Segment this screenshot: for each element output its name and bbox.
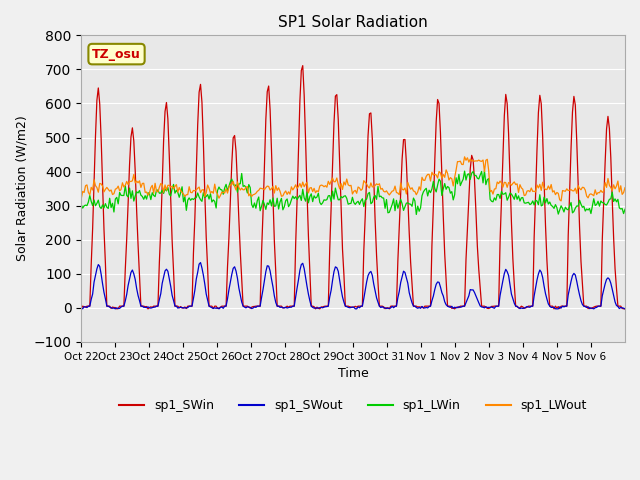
X-axis label: Time: Time <box>338 367 369 380</box>
sp1_SWin <box>77 306 85 312</box>
Line: sp1_SWout: sp1_SWout <box>81 263 625 309</box>
sp1_LWin <box>621 206 629 212</box>
sp1_SWout <box>548 305 556 311</box>
sp1_LWout <box>547 181 555 187</box>
Line: sp1_LWout: sp1_LWout <box>81 157 625 201</box>
sp1_SWin <box>115 306 122 312</box>
sp1_LWout <box>467 156 474 162</box>
sp1_LWout <box>77 196 85 202</box>
sp1_SWout <box>196 260 204 265</box>
sp1_LWout <box>96 180 104 186</box>
sp1_SWin <box>96 101 104 107</box>
sp1_LWin <box>77 202 85 208</box>
sp1_SWout <box>620 305 627 311</box>
sp1_LWin <box>412 212 420 217</box>
sp1_SWout <box>360 296 367 301</box>
sp1_SWout <box>621 306 629 312</box>
sp1_LWout <box>557 198 565 204</box>
Legend: sp1_SWin, sp1_SWout, sp1_LWin, sp1_LWout: sp1_SWin, sp1_SWout, sp1_LWin, sp1_LWout <box>115 394 592 417</box>
sp1_LWout <box>461 154 468 160</box>
sp1_LWin <box>113 194 120 200</box>
sp1_LWin <box>620 211 627 216</box>
sp1_LWout <box>113 186 120 192</box>
sp1_SWin <box>113 306 120 312</box>
sp1_SWout <box>115 306 122 312</box>
sp1_SWin <box>620 306 627 312</box>
sp1_LWout <box>621 185 629 191</box>
sp1_SWout <box>111 306 119 312</box>
sp1_SWin <box>360 248 367 254</box>
sp1_SWin <box>548 303 556 309</box>
Title: SP1 Solar Radiation: SP1 Solar Radiation <box>278 15 428 30</box>
sp1_LWin <box>548 204 556 209</box>
sp1_SWin <box>468 153 476 158</box>
sp1_LWin <box>357 198 365 204</box>
sp1_SWout <box>77 305 85 311</box>
Line: sp1_SWin: sp1_SWin <box>81 66 625 309</box>
Line: sp1_LWin: sp1_LWin <box>81 170 625 215</box>
sp1_LWin <box>96 204 104 210</box>
sp1_SWin <box>621 306 629 312</box>
sp1_LWout <box>357 188 365 193</box>
sp1_LWin <box>467 177 474 182</box>
sp1_SWout <box>96 264 104 269</box>
sp1_LWin <box>481 168 488 173</box>
sp1_SWin <box>299 63 307 69</box>
Y-axis label: Solar Radiation (W/m2): Solar Radiation (W/m2) <box>15 116 28 262</box>
sp1_SWout <box>468 287 476 293</box>
Text: TZ_osu: TZ_osu <box>92 48 141 60</box>
sp1_LWout <box>620 190 627 195</box>
